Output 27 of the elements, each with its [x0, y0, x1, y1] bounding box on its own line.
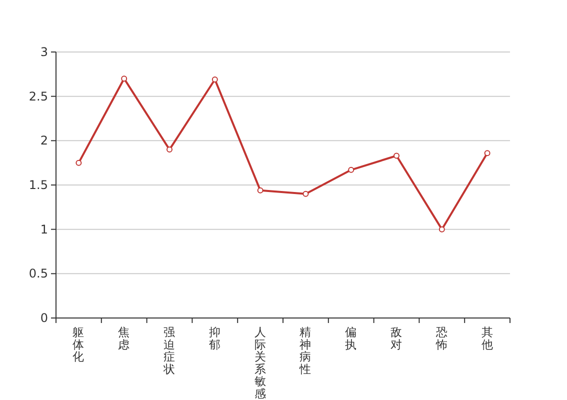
x-tick-label: 焦虑	[118, 325, 130, 352]
y-tick-label: 0	[40, 311, 48, 325]
x-tick-label: 强迫症状	[162, 325, 176, 376]
x-tick-label: 精神病性	[298, 325, 312, 376]
point	[484, 150, 490, 156]
y-tick-label: 0.5	[28, 266, 48, 281]
point	[257, 187, 264, 194]
point	[394, 152, 400, 159]
x-tick-label: 敌对	[390, 325, 402, 352]
point	[438, 226, 445, 232]
x-tick-label: 躯体化	[72, 325, 85, 364]
y-tick-label: 1.5	[28, 178, 48, 192]
point	[302, 190, 309, 197]
point	[348, 166, 354, 173]
point	[212, 76, 218, 82]
x-tick-label: 其他	[481, 325, 494, 352]
y-tick-label: 2	[40, 134, 48, 148]
x-tick-label: 人际关系敏感	[254, 325, 266, 400]
x-tick-label: 恐怖	[434, 325, 448, 352]
y-tick-label: 3	[40, 45, 48, 59]
x-tick-label: 偏执	[345, 325, 358, 352]
x-tick-label: 抑郁	[208, 325, 221, 352]
point	[121, 76, 128, 82]
point	[166, 146, 172, 153]
point	[76, 160, 82, 166]
y-tick-label: 1	[40, 222, 48, 236]
y-tick-label: 2.5	[28, 89, 48, 104]
